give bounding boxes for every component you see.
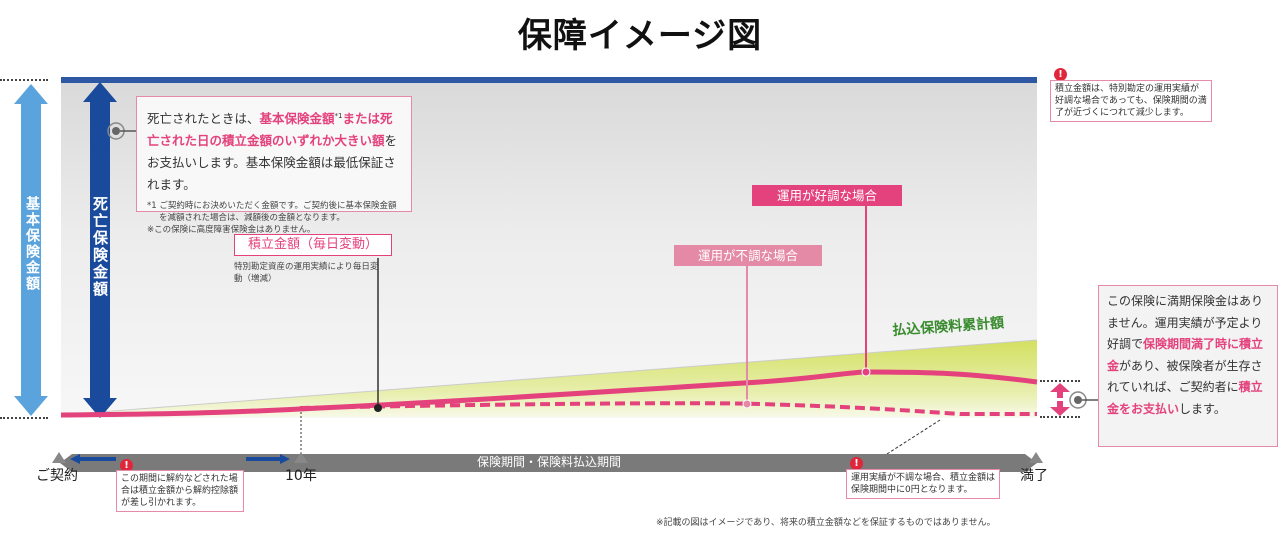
basic-amount-arrow — [14, 84, 48, 416]
death-benefit-box: 死亡されたときは、基本保険金額*1または死亡された日の積立金額のいずれか大きい額… — [136, 96, 412, 235]
timeline-10-year-label: 10年 — [285, 468, 317, 484]
footnote-mark: *1 — [334, 112, 343, 120]
basic-amount-label: 基本保険金額 — [24, 196, 40, 292]
maturity-info-box: この保険に満期保険金はありません。運用実績が予定より好調で保険期間満了時に積立金… — [1098, 285, 1278, 447]
note-1-continued: を減額された場合は、減額後の金額となります。 — [159, 213, 345, 224]
decrease-warning-box: 積立金額は、特別勘定の運用実績が好調な場合であっても、保険期間の満了が近づくにつ… — [1050, 80, 1212, 122]
poor-warning-box: 運用実績が不調な場合、積立金額は保険期間中に0円となります。 — [846, 469, 1000, 499]
poor-scenario-tag: 運用が不調な場合 — [674, 245, 822, 266]
maturity-amount-arrow — [1050, 383, 1070, 416]
maturity-highlight-1: 保険期間満了時に積立金 — [1107, 337, 1264, 373]
death-benefit-text: 死亡されたときは、 — [147, 111, 260, 127]
basic-amount-highlight: 基本保険金額 — [259, 111, 335, 127]
note-2: ※この保険に高度障害保険金はありません。 — [147, 225, 316, 236]
timeline-maturity-label: 満了 — [1020, 468, 1048, 484]
surrender-warning-box: この期間に解約などされた場合は積立金額から解約控除額が差し引かれます。 — [116, 470, 244, 512]
maturity-top-reference-line — [1040, 380, 1080, 382]
bottom-reference-line — [0, 417, 48, 419]
maturity-text-3: します。 — [1179, 401, 1226, 416]
maturity-text-1: この保険に満期保険金はありません。運用実績が予定より好調で — [1107, 294, 1264, 351]
death-benefit-text-end: をお支払いします。基本保険金額は最低保証されます。 — [147, 133, 398, 193]
larger-amount-highlight: または死亡された日の積立金額のいずれか大きい額 — [147, 111, 393, 149]
basic-amount-level-line — [61, 77, 1037, 83]
maturity-bottom-reference-line — [1040, 416, 1080, 418]
maturity-highlight-2: 積立金をお支払い — [1107, 380, 1263, 416]
accumulation-point — [374, 404, 382, 412]
death-amount-label: 死亡保険金額 — [91, 196, 109, 298]
accumulation-note: 特別勘定資産の運用実績により毎日変動（増減） — [234, 262, 379, 284]
warning-icon: ! — [1054, 68, 1067, 81]
period-bar-label: 保険期間・保険料払込期間 — [476, 455, 621, 469]
poor-warning-icon: ! — [850, 457, 863, 470]
top-reference-line — [0, 79, 48, 81]
good-scenario-line — [60, 369, 1038, 418]
poor-scenario-line — [299, 401, 1037, 416]
good-scenario-tag: 運用が好調な場合 — [752, 185, 902, 206]
page-title: 保障イメージ図 — [517, 16, 763, 56]
surrender-warning-icon: ! — [120, 459, 133, 472]
death-amount-arrow — [83, 82, 117, 418]
maturity-text-2: があり、被保険者が生存されていれば、ご契約者に — [1107, 358, 1263, 395]
note-1: *1 ご契約時にお決めいただく金額です。ご契約後に基本保険金額 — [147, 201, 397, 212]
accumulation-tag: 積立金額（毎日変動） — [234, 234, 392, 256]
disclaimer-footnote: ※記載の図はイメージであり、将来の積立金額などを保証するものではありません。 — [656, 518, 996, 528]
timeline-start-label: ご契約 — [36, 468, 78, 484]
